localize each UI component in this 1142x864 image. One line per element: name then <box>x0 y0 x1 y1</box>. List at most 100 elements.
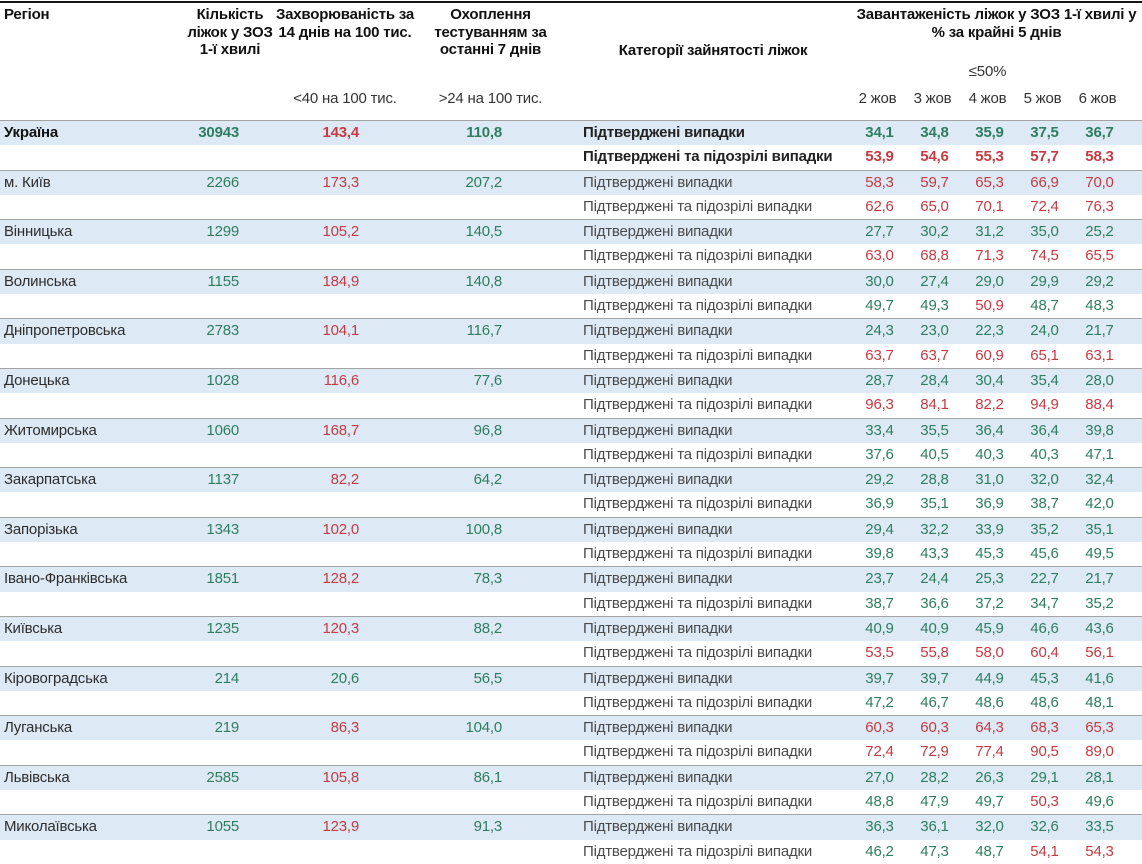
occupancy-value: 28,4 <box>920 371 949 389</box>
occupancy-value: 63,7 <box>865 346 894 364</box>
confirmed-row: Луганська 219 86,3 104,0 Підтверджені випадк… <box>0 716 1142 741</box>
suspected-row: Підтверджені та підозрілі випадки 36,9 35,… <box>0 492 1142 517</box>
confirmed-row: м. Київ 2266 173,3 207,2 Підтверджені випадк… <box>0 170 1142 195</box>
region-block: Україна 30943 143,4 110,8 Підтверджені випад… <box>0 120 1142 170</box>
spacer-cell <box>365 790 508 814</box>
spacer-cell <box>245 244 365 268</box>
suspected-row: Підтверджені та підозрілі випадки 39,8 43,… <box>0 542 1142 567</box>
occupancy-value: 36,4 <box>1030 421 1059 439</box>
occupancy-value: 72,9 <box>920 743 949 761</box>
occupancy-value: 55,8 <box>920 644 949 662</box>
testing-value: 78,3 <box>473 570 503 588</box>
category-label-suspected: Підтверджені та підозрілі випадки <box>583 495 813 513</box>
testing-threshold-label: >24 на 100 тис. <box>438 90 543 107</box>
spacer-cell <box>365 592 508 616</box>
occupancy-value: 47,2 <box>865 693 894 711</box>
occupancy-value: 44,9 <box>975 669 1004 687</box>
spacer-cell <box>170 740 245 764</box>
category-label-suspected: Підтверджені та підозрілі випадки <box>583 693 813 711</box>
category-label-confirmed: Підтверджені випадки <box>583 768 733 786</box>
occupancy-value: 29,0 <box>975 272 1004 290</box>
region-block: Київська 1235 120,3 88,2 Підтверджені випадк… <box>0 615 1142 666</box>
region-block: Житомирська 1060 168,7 96,8 Підтверджені вип… <box>0 417 1142 468</box>
occupancy-value: 32,0 <box>975 818 1004 836</box>
occupancy-value: 48,1 <box>1085 693 1114 711</box>
occupancy-value: 60,3 <box>865 719 894 737</box>
occupancy-value: 94,9 <box>1030 396 1059 414</box>
spacer-cell <box>170 393 245 417</box>
testing-value: 207,2 <box>465 173 502 191</box>
confirmed-row: Волинська 1155 184,9 140,8 Підтверджені випа… <box>0 269 1142 295</box>
occupancy-value: 26,3 <box>975 768 1004 786</box>
occupancy-value: 53,9 <box>865 148 894 166</box>
occupancy-value: 63,1 <box>1085 346 1114 364</box>
spacer-cell <box>365 492 508 516</box>
occupancy-value: 30,2 <box>920 223 949 241</box>
occupancy-value: 46,2 <box>865 842 894 860</box>
testing-value: 88,2 <box>473 619 503 637</box>
spacer-cell <box>365 691 508 715</box>
region-block: м. Київ 2266 173,3 207,2 Підтверджені випадк… <box>0 169 1142 220</box>
occupancy-value: 29,1 <box>1030 768 1059 786</box>
occupancy-value: 38,7 <box>865 594 894 612</box>
beds-value: 2783 <box>206 322 239 340</box>
spacer-cell <box>170 691 245 715</box>
testing-value: 91,3 <box>473 818 503 836</box>
occupancy-value: 60,9 <box>975 346 1004 364</box>
confirmed-row: Львівська 2585 105,8 86,1 Підтверджені випад… <box>0 765 1142 791</box>
confirmed-row: Житомирська 1060 168,7 96,8 Підтверджені вип… <box>0 418 1142 443</box>
spacer-cell <box>0 790 170 814</box>
date-header: 2 жов <box>858 90 897 107</box>
confirmed-row: Закарпатська 1137 82,2 64,2 Підтверджені вип… <box>0 468 1142 493</box>
occupancy-value: 48,6 <box>975 693 1004 711</box>
occupancy-value: 39,8 <box>1085 421 1114 439</box>
incidence-value: 120,3 <box>322 619 359 637</box>
category-label-confirmed: Підтверджені випадки <box>583 719 733 737</box>
spacer-cell <box>245 443 365 467</box>
occupancy-value: 59,7 <box>920 173 949 191</box>
spacer-cell <box>170 840 245 864</box>
category-label-suspected: Підтверджені та підозрілі випадки <box>583 247 813 265</box>
spacer-cell <box>170 542 245 566</box>
occupancy-value: 35,2 <box>1085 594 1114 612</box>
category-label-suspected: Підтверджені та підозрілі випадки <box>583 793 813 811</box>
spacer-cell <box>170 145 245 169</box>
occupancy-value: 50,3 <box>1030 793 1059 811</box>
occupancy-value: 45,3 <box>1030 669 1059 687</box>
suspected-row: Підтверджені та підозрілі випадки 47,2 46,… <box>0 690 1142 716</box>
occupancy-value: 48,7 <box>975 842 1004 860</box>
spacer-cell <box>245 840 365 864</box>
occupancy-value: 54,3 <box>1085 842 1114 860</box>
occupancy-value: 40,9 <box>865 619 894 637</box>
occupancy-value: 49,6 <box>1085 793 1114 811</box>
occupancy-value: 45,9 <box>975 619 1004 637</box>
occupancy-value: 32,2 <box>920 520 949 538</box>
beds-value: 219 <box>214 719 240 737</box>
confirmed-row: Україна 30943 143,4 110,8 Підтверджені випад… <box>0 121 1142 146</box>
spacer-cell <box>0 145 170 169</box>
spacer-cell <box>365 294 508 318</box>
occupancy-value: 72,4 <box>1030 197 1059 215</box>
column-header-categories: Категорії зайнятості ліжок <box>618 42 808 59</box>
occupancy-value: 96,3 <box>865 396 894 414</box>
occupancy-value: 43,3 <box>920 545 949 563</box>
region-name: Донецька <box>4 371 70 389</box>
region-block: Миколаївська 1055 123,9 91,3 Підтверджені ви… <box>0 814 1142 864</box>
occupancy-value: 28,8 <box>920 471 949 489</box>
region-name: Житомирська <box>4 421 97 439</box>
region-name: Миколаївська <box>4 818 97 836</box>
occupancy-value: 37,5 <box>1030 124 1059 141</box>
incidence-value: 143,4 <box>322 124 359 141</box>
spacer-cell <box>0 740 170 764</box>
category-label-suspected: Підтверджені та підозрілі випадки <box>583 594 813 612</box>
occupancy-value: 48,3 <box>1085 297 1114 315</box>
spacer-cell <box>365 393 508 417</box>
occupancy-value: 36,1 <box>920 818 949 836</box>
incidence-value: 116,6 <box>323 371 360 389</box>
beds-value: 1060 <box>206 421 239 439</box>
occupancy-value: 49,5 <box>1085 545 1114 563</box>
testing-value: 104,0 <box>465 719 502 737</box>
occupancy-value: 54,1 <box>1030 842 1059 860</box>
occupancy-value: 36,9 <box>975 495 1004 513</box>
occupancy-value: 65,3 <box>1085 719 1114 737</box>
